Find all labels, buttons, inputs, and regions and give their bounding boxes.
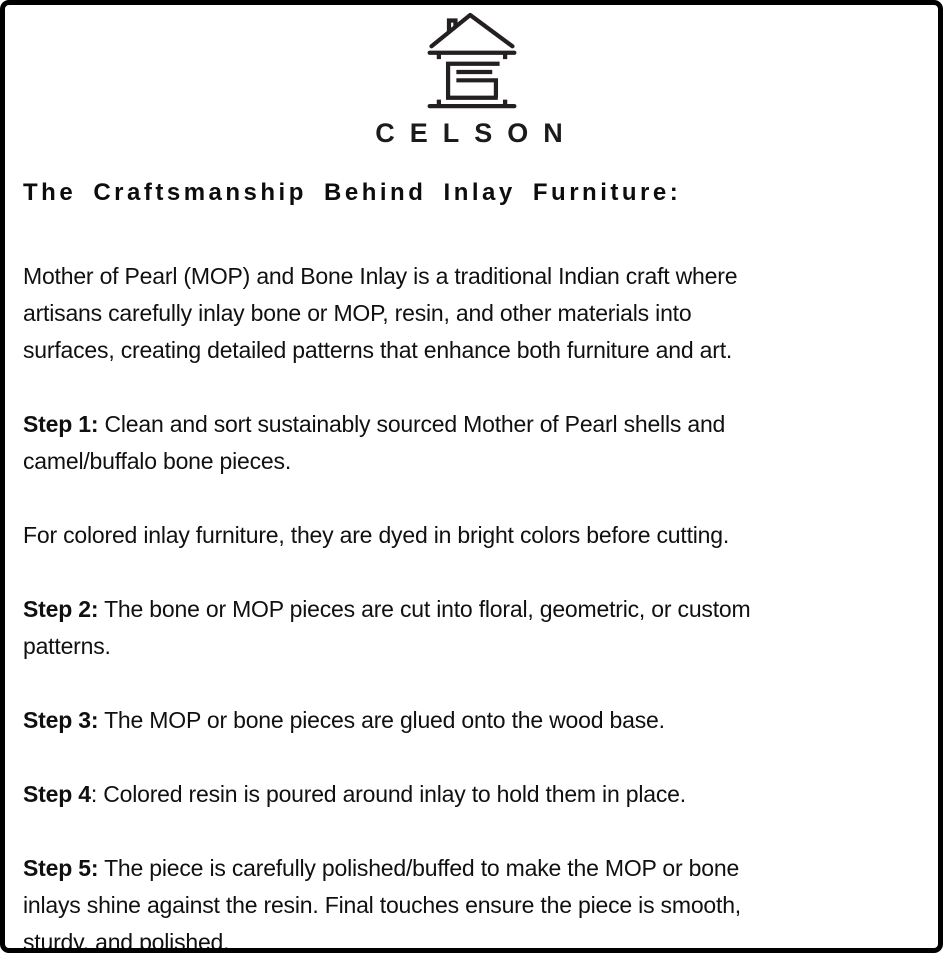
step-4-text: : Colored resin is poured around inlay t… [90,781,686,807]
intro-paragraph: Mother of Pearl (MOP) and Bone Inlay is … [23,263,738,363]
step-2-label: Step 2: [23,596,99,622]
step-paragraph-2: Step 2: The bone or MOP pieces are cut i… [23,591,920,665]
brand-logo: CELSON [5,5,938,148]
dye-note-paragraph: For colored inlay furniture, they are dy… [23,522,730,548]
step-5-label: Step 5: [23,855,99,881]
step-1-label: Step 1: [23,411,99,437]
step-paragraph-1: Step 1: Clean and sort sustainably sourc… [23,406,920,480]
step-1-text: Clean and sort sustainably sourced Mothe… [23,411,726,474]
step-4-label: Step 4 [23,781,91,807]
brand-name: CELSON [375,118,578,148]
description-body: Mother of Pearl (MOP) and Bone Inlay is … [5,258,938,953]
house-s-monogram-icon [427,13,516,109]
step-3-label: Step 3: [23,707,99,733]
step-5-text: The piece is carefully polished/buffed t… [23,855,741,953]
step-paragraph-4: Step 4: Colored resin is poured around i… [23,776,920,813]
step-3-text: The MOP or bone pieces are glued onto th… [98,707,665,733]
page-title: The Craftsmanship Behind Inlay Furniture… [23,179,682,206]
step-paragraph-5: Step 5: The piece is carefully polished/… [23,850,920,953]
step-paragraph-3: Step 3: The MOP or bone pieces are glued… [23,702,920,739]
step-2-text: The bone or MOP pieces are cut into flor… [23,596,751,659]
